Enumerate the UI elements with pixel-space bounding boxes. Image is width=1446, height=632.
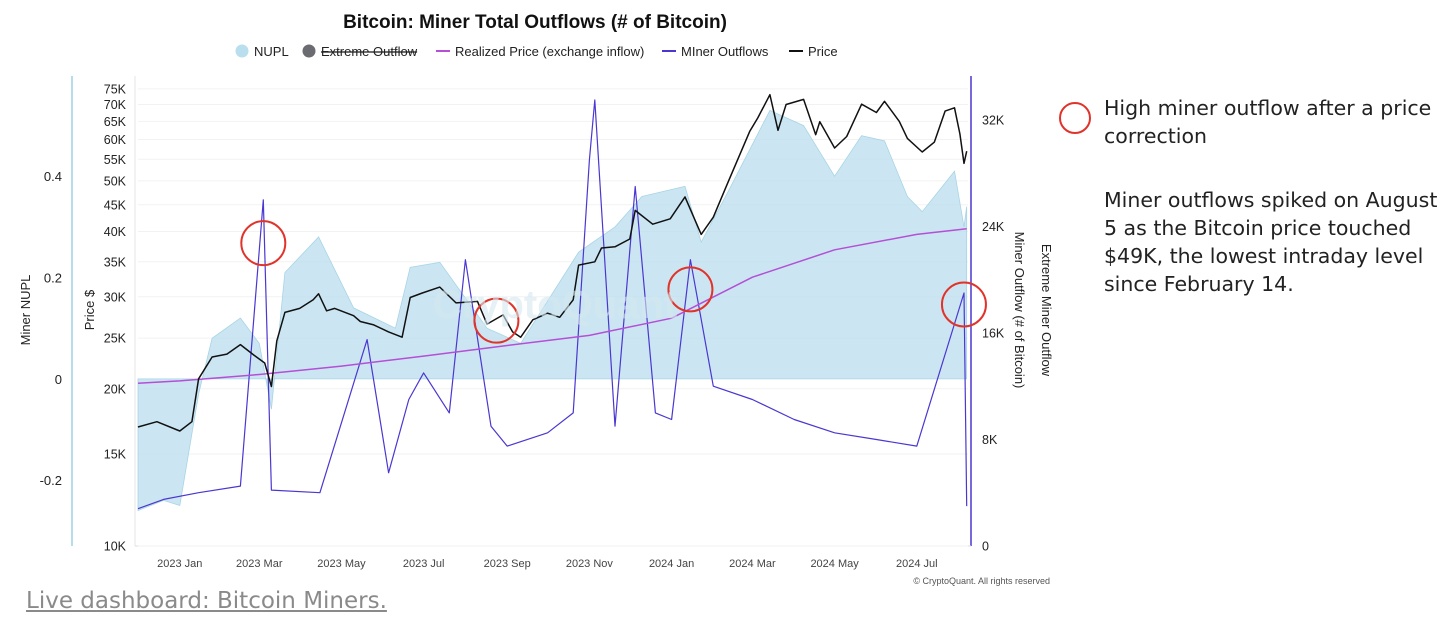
- price-tick-label: 10K: [104, 540, 127, 554]
- realized-price-polyline: [137, 227, 967, 384]
- nupl-tick-label: 0: [55, 372, 62, 387]
- price-tick-label: 25K: [104, 332, 127, 346]
- x-tick-label: 2024 Jul: [896, 558, 938, 570]
- annotation-circles: [240, 220, 987, 344]
- price-tick-label: 35K: [104, 255, 127, 269]
- chart-legend: NUPL Extreme Outflow Realized Price (excha…: [235, 44, 838, 59]
- nupl-tick-label: 0.2: [44, 271, 62, 286]
- price-tick-label: 30K: [104, 290, 127, 304]
- extreme-axis-label: Extreme Miner Outflow: [1039, 244, 1054, 377]
- price-tick-label: 60K: [104, 133, 127, 147]
- price-polyline: [137, 93, 968, 432]
- outflow-tick-label: 8K: [982, 433, 998, 447]
- annotation-circle: [940, 281, 987, 328]
- legend-label: NUPL: [254, 44, 289, 59]
- x-tick-label: 2023 Jan: [157, 558, 202, 570]
- outflow-axis-label: Miner Outflow (# of Bitcoin): [1012, 232, 1027, 389]
- legend-label: Extreme Outflow: [321, 44, 418, 59]
- legend-label: MIner Outflows: [681, 44, 769, 59]
- price-tick-label: 45K: [104, 198, 127, 212]
- price-axis-label: Price $: [82, 289, 97, 330]
- x-tick-label: 2023 Nov: [566, 558, 614, 570]
- annotation-circle: [473, 297, 520, 344]
- nupl-area: [137, 109, 968, 512]
- price-axis-ticks: 75K 70K 65K 60K 55K 50K 45K 40K 35K 30K 25K 20K 15K 1…: [104, 82, 127, 553]
- outflow-axis-ticks: 32K 24K 16K 8K 0: [982, 113, 1005, 553]
- x-tick-label: 2023 Sep: [484, 558, 531, 570]
- annotation-circle: [667, 266, 714, 313]
- x-tick-label: 2023 May: [317, 558, 366, 570]
- price-tick-label: 75K: [104, 82, 127, 96]
- miner-outflow-polyline: [137, 99, 968, 510]
- outflow-tick-label: 16K: [982, 326, 1005, 340]
- legend-marker: [302, 44, 316, 58]
- x-tick-label: 2023 Jul: [403, 558, 445, 570]
- outflow-tick-label: 0: [982, 540, 989, 554]
- price-tick-label: 50K: [104, 174, 127, 188]
- realized-price-line: [137, 227, 967, 384]
- nupl-tick-label: 0.4: [44, 169, 62, 184]
- annotation-circle: [240, 220, 287, 267]
- price-tick-label: 55K: [104, 153, 127, 167]
- x-tick-label: 2024 Jan: [649, 558, 694, 570]
- x-tick-label: 2024 Mar: [729, 558, 776, 570]
- x-tick-label: 2024 May: [810, 558, 859, 570]
- nupl-area-path: [137, 109, 968, 512]
- legend-marker: [235, 44, 249, 58]
- outflow-tick-label: 24K: [982, 220, 1005, 234]
- legend-label: Realized Price (exchange inflow): [455, 44, 644, 59]
- price-tick-label: 15K: [104, 448, 127, 462]
- copyright: © CryptoQuant. All rights reserved: [913, 576, 1050, 586]
- chart: Bitcoin: Miner Total Outflows (# of Bitc…: [18, 12, 1054, 586]
- nupl-tick-label: -0.2: [40, 473, 62, 488]
- x-tick-label: 2023 Mar: [236, 558, 283, 570]
- watermark: CryptoQuant: [433, 283, 677, 327]
- price-tick-label: 40K: [104, 225, 127, 239]
- x-axis-ticks: 2023 Jan 2023 Mar 2023 May 2023 Jul 2023 Sep…: [157, 558, 937, 570]
- outflow-tick-label: 32K: [982, 113, 1005, 127]
- nupl-axis-ticks: 0.4 0.2 0 -0.2: [40, 169, 62, 488]
- annotation-legend-circle-icon: [1059, 102, 1091, 134]
- annotation-legend-text: High miner outflow after a price correct…: [1104, 96, 1432, 148]
- price-tick-label: 65K: [104, 115, 127, 129]
- annotation-body-text: Miner outflows spiked on August 5 as the…: [1104, 188, 1438, 296]
- price-tick-label: 70K: [104, 98, 127, 112]
- price-tick-label: 20K: [104, 382, 127, 396]
- miner-outflow-line: [137, 99, 968, 510]
- chart-title: Bitcoin: Miner Total Outflows (# of Bitc…: [343, 12, 727, 33]
- legend-label: Price: [808, 44, 838, 59]
- nupl-axis-label: Miner NUPL: [18, 275, 33, 346]
- price-line: [137, 93, 968, 432]
- live-dashboard-link[interactable]: Live dashboard: Bitcoin Miners.: [26, 588, 387, 614]
